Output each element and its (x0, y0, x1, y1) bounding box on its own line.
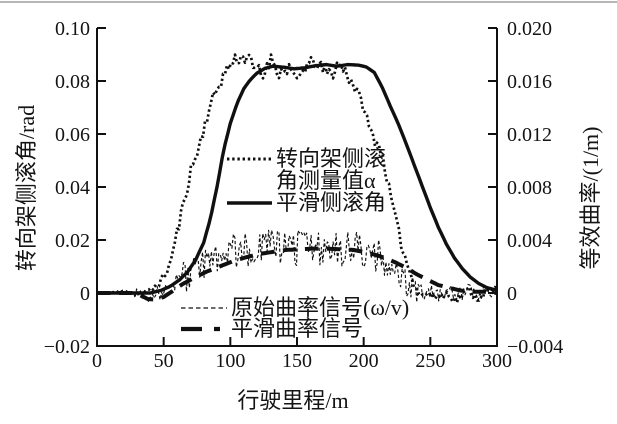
x-tick-label: 300 (482, 350, 512, 372)
x-tick-label: 0 (92, 350, 102, 372)
legend-smoothed-roll-label: 平滑侧滚角 (276, 190, 387, 215)
legend-row-smoothed-curvature: 平滑曲率信号 (180, 315, 409, 341)
legend-row-raw-curvature: 原始曲率信号(ω/v) (180, 294, 410, 320)
y-left-tick-label: 0 (80, 283, 90, 305)
y-left-tick-label: 0.08 (55, 71, 90, 93)
y-left-tick-label: 0.06 (55, 124, 90, 146)
y-right-tick-label: 0.004 (507, 230, 552, 252)
left-axis-title: 转向架侧滚角/rad (14, 104, 39, 272)
y-right-tick-label: 0.012 (507, 124, 552, 146)
x-tick-label: 50 (154, 350, 174, 372)
legend-smoothed-curvature-sample (181, 326, 227, 331)
x-axis-title: 行驶里程/m (237, 388, 349, 413)
y-left-tick-label: 0.10 (55, 18, 90, 40)
legend-roll: 转向架侧滚 角测量值α 平滑侧滚角 (226, 148, 386, 214)
y-left-tick-label: −0.02 (44, 336, 90, 358)
top-hairline (0, 1, 617, 3)
y-right-tick-label: 0.020 (507, 18, 552, 40)
y-right-tick-label: 0.016 (507, 71, 552, 93)
legend-indent-spacer (226, 181, 273, 182)
legend-smoothed-roll-sample (227, 201, 272, 205)
legend-raw-curvature-label: 原始曲率信号(ω/v) (231, 294, 410, 320)
legend-measured-roll-label-line2: 角测量值α (276, 168, 376, 193)
legend-raw-curvature-sample (181, 306, 227, 309)
legend-measured-roll-label-line1: 转向架侧滚 (276, 146, 387, 171)
legend-row-measured-roll-cont: 角测量值α (226, 170, 386, 192)
legend-smoothed-curvature-label: 平滑曲率信号 (231, 315, 364, 341)
series-smoothed-curvature-signal (97, 246, 498, 302)
legend-measured-roll-sample (227, 157, 272, 161)
series-smoothed-roll-angle (97, 62, 498, 295)
series-measured-roll-angle (96, 53, 498, 304)
y-right-tick-label: −0.004 (507, 336, 563, 358)
legend-row-measured-roll: 转向架侧滚 (226, 148, 386, 170)
x-tick-label: 150 (282, 350, 312, 372)
y-left-tick-label: 0.02 (55, 230, 90, 252)
x-tick-label: 100 (215, 350, 245, 372)
y-left-tick-label: 0.04 (55, 177, 90, 199)
y-right-tick-label: 0.008 (507, 177, 552, 199)
y-right-tick-label: 0 (507, 283, 517, 305)
legend-row-smoothed-roll: 平滑侧滚角 (226, 192, 386, 214)
legend-curvature: 原始曲率信号(ω/v) 平滑曲率信号 (180, 294, 410, 341)
x-tick-label: 250 (415, 350, 445, 372)
x-tick-label: 200 (349, 350, 379, 372)
right-axis-title: 等效曲率/(1/m) (578, 126, 603, 270)
